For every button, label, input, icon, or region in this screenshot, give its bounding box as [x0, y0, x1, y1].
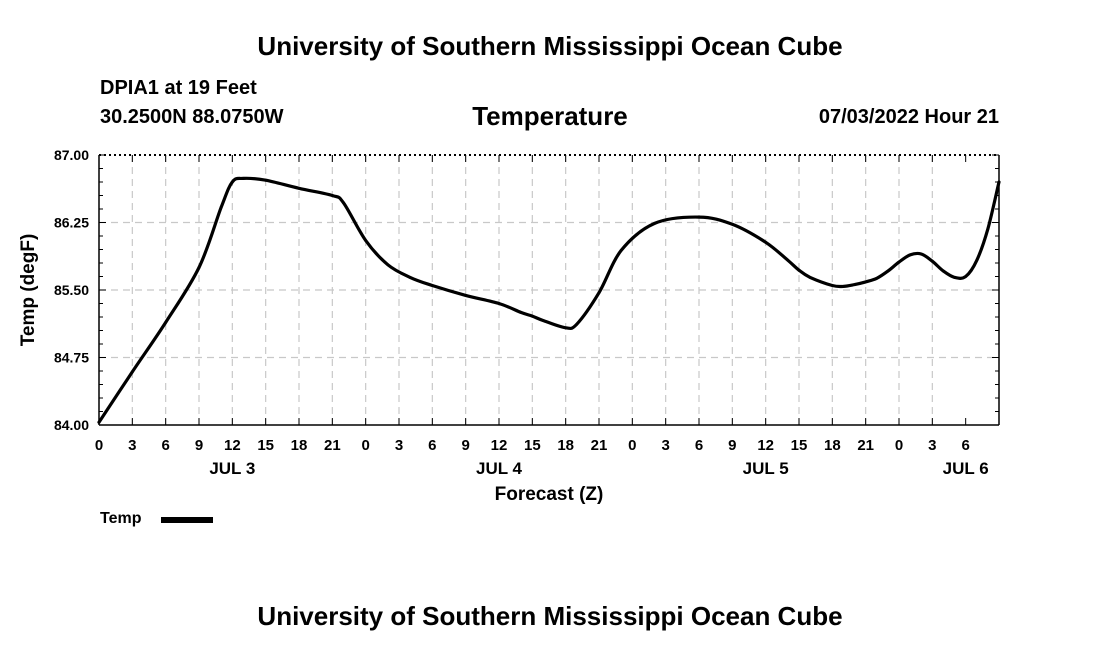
x-day-label: JUL 6 [943, 459, 989, 478]
page-title: University of Southern Mississippi Ocean… [257, 31, 843, 61]
x-day-label: JUL 5 [743, 459, 789, 478]
y-tick-label: 84.00 [54, 417, 89, 433]
temp-data-point [564, 326, 568, 330]
y-tick-label: 85.50 [54, 282, 89, 298]
x-tick-label: 18 [824, 437, 841, 454]
temp-data-point [364, 239, 368, 242]
x-tick-label: 18 [557, 437, 574, 454]
forecast-datetime: 07/03/2022 Hour 21 [818, 106, 999, 128]
temp-data-point [408, 276, 412, 279]
x-tick-label: 9 [461, 437, 469, 454]
x-tick-label: 12 [224, 437, 241, 454]
temp-data-point [808, 276, 812, 279]
temp-data-point [464, 294, 468, 297]
y-tick-label: 86.25 [54, 215, 89, 231]
x-tick-label: 15 [791, 437, 808, 454]
temp-data-point [230, 180, 234, 184]
x-tick-label: 18 [291, 437, 308, 454]
x-tick-label: 0 [628, 437, 636, 454]
temp-data-point [919, 252, 923, 256]
x-tick-label: 6 [428, 437, 436, 454]
temp-data-point [542, 319, 545, 322]
temp-data-point [519, 311, 523, 314]
temp-data-point [986, 227, 990, 231]
x-tick-label: 6 [961, 437, 969, 454]
x-tick-label: 3 [661, 437, 669, 454]
legend-swatch [161, 517, 213, 523]
x-day-label: JUL 3 [209, 459, 255, 478]
x-tick-label: 0 [361, 437, 369, 454]
x-tick-label: 12 [757, 437, 774, 454]
temp-data-point [975, 258, 979, 262]
temp-data-point [697, 215, 701, 219]
x-tick-label: 3 [928, 437, 936, 454]
temp-data-point [875, 276, 879, 280]
temp-data-point [786, 258, 790, 262]
x-tick-label: 0 [895, 437, 903, 454]
temp-data-point [797, 268, 801, 272]
temp-data-point [219, 205, 223, 209]
temp-data-point [730, 222, 734, 226]
temp-data-point [164, 321, 168, 324]
temp-data-point [330, 194, 334, 197]
temp-data-point [575, 322, 579, 326]
temp-data-point [619, 249, 623, 252]
temp-data-point [530, 314, 534, 318]
temp-data-point [930, 259, 934, 263]
x-tick-label: 21 [324, 437, 341, 454]
temp-data-point [997, 180, 1001, 184]
temp-data-point [853, 283, 856, 286]
x-tick-label: 3 [395, 437, 403, 454]
temp-data-point [953, 276, 956, 279]
x-tick-label: 15 [257, 437, 274, 454]
temp-data-point [497, 302, 501, 305]
temp-data-point [342, 201, 345, 205]
temp-data-point [764, 240, 768, 244]
temp-data-point [297, 186, 301, 190]
temp-data-point [942, 269, 945, 273]
x-tick-label: 9 [195, 437, 203, 454]
temp-data-point [908, 253, 912, 257]
station-coordinates: 30.2500N 88.0750W [100, 106, 284, 128]
temp-data-point [197, 266, 201, 269]
y-axis-title: Temp (degF) [18, 234, 39, 347]
x-tick-label: 21 [857, 437, 874, 454]
legend-label: Temp [100, 510, 142, 527]
temp-data-point [964, 275, 968, 278]
temp-data-point [386, 263, 390, 267]
chart-title: Temperature [472, 101, 628, 131]
temp-data-point [97, 420, 101, 424]
x-tick-label: 0 [95, 437, 103, 454]
temp-data-point [264, 178, 268, 182]
x-tick-label: 6 [161, 437, 169, 454]
temp-data-point [130, 370, 134, 374]
temp-data-point [597, 291, 601, 295]
x-day-label: JUL 4 [476, 459, 523, 478]
footer-title: University of Southern Mississippi Ocean… [257, 601, 843, 631]
temp-data-point [886, 269, 890, 273]
y-tick-label: 84.75 [54, 350, 89, 366]
temp-series-line [97, 176, 1001, 424]
x-tick-label: 15 [524, 437, 541, 454]
temp-data-point [842, 285, 845, 288]
temp-data-point [830, 284, 834, 287]
temp-data-point [430, 284, 434, 287]
x-tick-label: 21 [591, 437, 608, 454]
x-tick-label: 6 [695, 437, 703, 454]
x-tick-label: 9 [728, 437, 736, 454]
x-tick-label: 3 [128, 437, 136, 454]
temp-data-point [653, 222, 656, 225]
x-tick-label: 12 [491, 437, 508, 454]
temp-data-point [897, 260, 901, 264]
x-axis-title: Forecast (Z) [495, 484, 604, 505]
temp-data-point [242, 177, 245, 180]
station-label: DPIA1 at 19 Feet [100, 77, 257, 99]
temp-data-point [864, 280, 868, 284]
y-tick-label: 87.00 [54, 147, 89, 163]
